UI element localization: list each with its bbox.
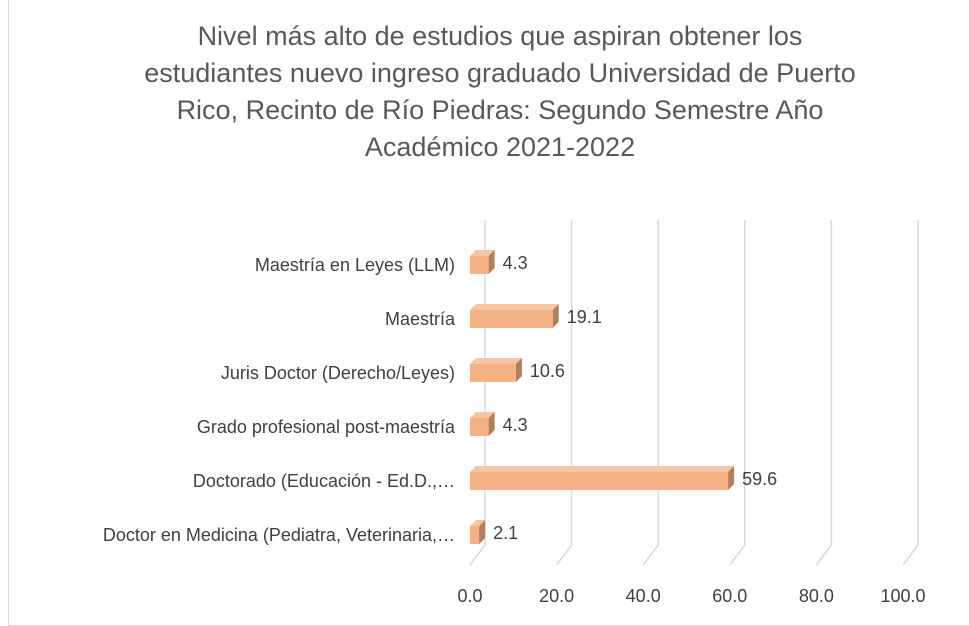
x-tick-label: 20.0 bbox=[539, 586, 574, 606]
grid-line bbox=[469, 220, 486, 566]
bar bbox=[470, 304, 559, 328]
chart-title: Nivel más alto de estudios que aspiran o… bbox=[144, 21, 856, 162]
x-tick-label: 40.0 bbox=[626, 586, 661, 606]
bar-face bbox=[515, 358, 522, 382]
bar bbox=[470, 520, 486, 544]
x-tick-label: 100.0 bbox=[880, 586, 925, 606]
grid-line bbox=[902, 220, 919, 566]
bar-face bbox=[470, 412, 495, 418]
bar-face bbox=[470, 256, 489, 274]
bar-face bbox=[488, 412, 495, 436]
y-tick-label: Grado profesional post-maestría bbox=[197, 417, 456, 437]
bar bbox=[470, 250, 495, 274]
bar-face bbox=[470, 418, 489, 436]
x-tick-label: 60.0 bbox=[712, 586, 747, 606]
data-label: 4.3 bbox=[503, 415, 528, 435]
bar-face bbox=[470, 526, 480, 544]
grid-line bbox=[556, 220, 573, 566]
data-label: 19.1 bbox=[567, 307, 602, 327]
grid-line bbox=[729, 220, 746, 566]
grid-line bbox=[815, 220, 833, 566]
data-label: 10.6 bbox=[530, 361, 565, 381]
bar-face bbox=[728, 466, 735, 490]
bar-face bbox=[470, 304, 559, 310]
y-tick-label: Doctor en Medicina (Pediatra, Veterinari… bbox=[103, 525, 455, 545]
bar-face bbox=[488, 250, 495, 274]
bar-face bbox=[470, 358, 522, 364]
bar-face bbox=[470, 472, 729, 490]
bar-face bbox=[479, 520, 486, 544]
y-tick-label: Juris Doctor (Derecho/Leyes) bbox=[221, 363, 455, 383]
bar-face bbox=[470, 466, 735, 472]
y-tick-label: Maestría en Leyes (LLM) bbox=[255, 255, 455, 275]
bar-face bbox=[470, 310, 553, 328]
bar bbox=[470, 466, 735, 490]
bar-face bbox=[470, 250, 495, 256]
data-label: 4.3 bbox=[503, 253, 528, 273]
bar bbox=[470, 358, 522, 382]
y-tick-label: Doctorado (Educación - Ed.D.,… bbox=[193, 471, 455, 491]
y-tick-label: Maestría bbox=[385, 309, 456, 329]
bar-face bbox=[552, 304, 559, 328]
bar-face bbox=[470, 520, 486, 526]
x-tick-label: 0.0 bbox=[457, 586, 482, 606]
bar bbox=[470, 412, 495, 436]
data-label: 2.1 bbox=[493, 523, 518, 543]
bar-face bbox=[470, 364, 516, 382]
grid-line bbox=[642, 220, 659, 566]
x-tick-label: 80.0 bbox=[799, 586, 834, 606]
data-label: 59.6 bbox=[742, 469, 777, 489]
